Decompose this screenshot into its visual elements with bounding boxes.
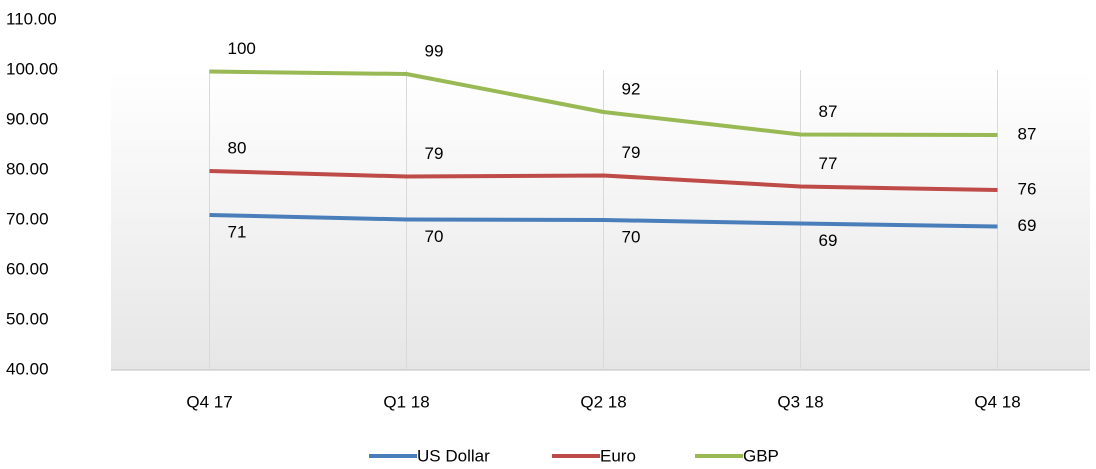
data-label: 87 (1018, 124, 1037, 143)
y-tick-label: 90.00 (6, 109, 49, 128)
y-tick-label: 50.00 (6, 309, 49, 328)
y-tick-label: 60.00 (6, 259, 49, 278)
x-tick-label: Q4 18 (974, 392, 1020, 411)
data-label: 69 (819, 231, 838, 250)
y-tick-label: 40.00 (6, 359, 49, 378)
data-label: 77 (819, 154, 838, 173)
data-label: 79 (425, 144, 444, 163)
x-tick-label: Q2 18 (580, 392, 626, 411)
data-label: 79 (622, 143, 641, 162)
y-tick-label: 100.00 (6, 59, 58, 78)
y-tick-label: 110.00 (6, 9, 57, 28)
legend-label: US Dollar (417, 446, 490, 465)
chart: 40.00 50.00 60.00 70.00 80.00 90.00 100.00 110.… (0, 0, 1096, 469)
data-label: 100 (228, 39, 256, 58)
data-label: 69 (1018, 216, 1037, 235)
data-label: 80 (228, 138, 247, 157)
legend-label: GBP (743, 446, 779, 465)
x-tick-label: Q4 17 (186, 392, 232, 411)
data-label: 71 (228, 222, 247, 241)
data-label: 92 (622, 79, 641, 98)
data-label: 99 (425, 41, 444, 60)
legend-label: Euro (600, 446, 636, 465)
x-tick-label: Q3 18 (777, 392, 823, 411)
x-tick-label: Q1 18 (383, 392, 429, 411)
data-label: 70 (425, 227, 444, 246)
data-label: 76 (1018, 179, 1037, 198)
y-tick-label: 80.00 (6, 159, 49, 178)
data-label: 87 (819, 102, 838, 121)
y-tick-label: 70.00 (6, 209, 49, 228)
data-label: 70 (622, 227, 641, 246)
